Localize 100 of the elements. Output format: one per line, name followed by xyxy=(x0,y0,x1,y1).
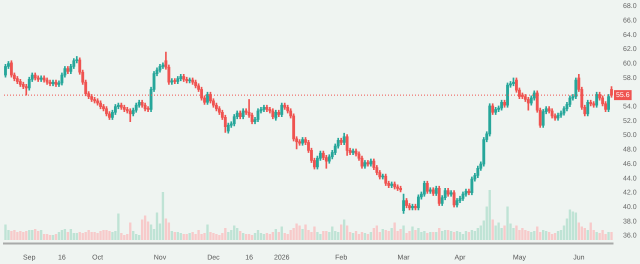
bar xyxy=(390,228,393,240)
bar xyxy=(168,222,170,240)
bar xyxy=(224,228,227,240)
bar xyxy=(342,220,346,240)
bar xyxy=(176,232,179,240)
bar xyxy=(426,233,429,240)
bar xyxy=(548,232,550,240)
bar xyxy=(10,231,13,240)
bar xyxy=(503,226,506,240)
bar xyxy=(446,230,450,240)
bar xyxy=(586,230,589,240)
bar xyxy=(384,230,387,240)
bar xyxy=(19,231,22,240)
bar xyxy=(191,232,194,240)
bar xyxy=(34,229,36,240)
bar xyxy=(90,232,93,240)
bar xyxy=(468,232,470,240)
bar xyxy=(590,222,592,240)
bar xyxy=(268,234,272,240)
bar xyxy=(429,232,432,240)
bar xyxy=(117,214,120,240)
bar xyxy=(194,234,197,240)
bar xyxy=(544,231,548,240)
bar xyxy=(218,235,221,240)
bar xyxy=(601,230,604,240)
bar xyxy=(180,233,182,240)
bar xyxy=(227,232,230,240)
bar xyxy=(598,233,601,240)
bar xyxy=(584,228,586,240)
bar xyxy=(435,232,438,240)
bar xyxy=(188,233,191,240)
bar xyxy=(438,228,440,240)
bar xyxy=(72,233,75,240)
bar xyxy=(272,232,274,240)
bar xyxy=(527,231,530,240)
bar xyxy=(31,230,34,240)
bar xyxy=(182,234,185,240)
bar xyxy=(444,230,446,240)
bar xyxy=(60,230,64,240)
bar xyxy=(574,212,578,240)
bar xyxy=(319,234,322,240)
bar xyxy=(123,235,126,240)
bar xyxy=(578,222,580,240)
candlestick xyxy=(512,78,515,86)
bar xyxy=(337,232,340,240)
bar xyxy=(162,192,164,240)
bar xyxy=(13,230,16,240)
bar xyxy=(298,226,301,240)
bar xyxy=(568,210,572,240)
bar xyxy=(476,228,480,240)
bar xyxy=(93,232,96,240)
bar xyxy=(402,226,405,240)
bar xyxy=(376,226,378,240)
bar xyxy=(111,232,114,240)
bar xyxy=(140,220,144,240)
bar xyxy=(331,226,334,240)
bar xyxy=(524,230,527,240)
bar xyxy=(87,230,90,240)
bar xyxy=(533,231,536,240)
bar xyxy=(366,234,370,240)
bar xyxy=(28,230,30,240)
bar xyxy=(215,234,218,240)
bar xyxy=(595,232,598,240)
bar xyxy=(197,230,200,240)
bar xyxy=(554,233,556,240)
bar xyxy=(274,229,278,240)
bar xyxy=(316,232,319,240)
bar xyxy=(340,224,342,240)
bar xyxy=(174,232,176,240)
bar xyxy=(70,229,72,240)
bar xyxy=(22,232,24,240)
bar xyxy=(84,232,87,240)
bar xyxy=(280,226,283,240)
bar xyxy=(36,231,40,240)
bar xyxy=(242,233,244,240)
bar xyxy=(432,232,434,240)
bar xyxy=(491,220,494,240)
bar xyxy=(420,232,423,240)
bar xyxy=(16,232,19,240)
bar xyxy=(278,232,280,240)
bar xyxy=(170,231,174,240)
bar xyxy=(423,231,426,240)
bar xyxy=(388,231,390,240)
bar xyxy=(474,231,476,240)
bar xyxy=(238,231,242,240)
bar xyxy=(78,232,81,240)
bar xyxy=(244,234,248,240)
bar xyxy=(488,190,491,240)
bar xyxy=(604,234,607,240)
bar xyxy=(382,229,384,240)
bar xyxy=(144,216,146,240)
bar xyxy=(284,233,286,240)
bar xyxy=(40,230,42,240)
bar xyxy=(64,229,66,240)
bar xyxy=(164,218,168,240)
bar xyxy=(266,233,268,240)
bar xyxy=(120,233,123,240)
bar xyxy=(129,222,132,240)
bar xyxy=(138,235,140,240)
bar xyxy=(42,234,46,240)
